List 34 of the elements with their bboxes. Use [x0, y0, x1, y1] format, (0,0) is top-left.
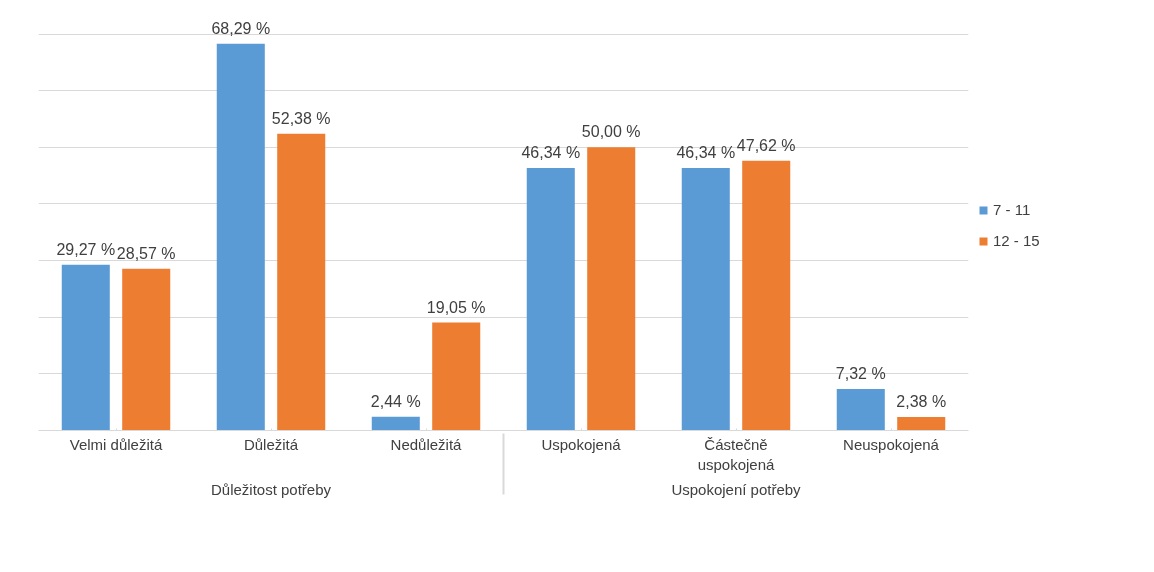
bar [681, 168, 730, 431]
x-tick-label: Neuspokojená [843, 435, 940, 453]
bar [277, 133, 326, 431]
data-label: 2,44 % [370, 392, 421, 410]
text: Důležitost potřeby [210, 480, 332, 498]
x-tick-label: Důležitá [243, 435, 299, 453]
bar [526, 168, 575, 431]
data-label: 46,34 % [521, 144, 581, 162]
bar [836, 389, 885, 431]
data-label: 50,00 % [581, 123, 641, 141]
data-label: 29,27 % [56, 240, 116, 258]
bar [122, 268, 171, 431]
bar [432, 322, 481, 431]
data-label: 28,57 % [116, 244, 176, 262]
bar [371, 416, 420, 431]
text: Uspokojení potřeby [671, 480, 802, 498]
x-tick-label: Částečně uspokojená [697, 435, 776, 473]
bar [216, 43, 265, 431]
x-tick-label: Velmi důležitá [69, 435, 163, 453]
data-label: 2,38 % [896, 393, 947, 411]
data-label: 46,34 % [676, 144, 736, 162]
data-label: 7,32 % [835, 365, 886, 383]
x-tick-label: Nedůležitá [390, 435, 463, 453]
legend-label: 12 - 15 [993, 232, 1040, 249]
bar [61, 264, 110, 431]
bar [742, 160, 791, 431]
data-label: 68,29 % [211, 19, 271, 37]
legend-label: 7 - 11 [993, 201, 1031, 218]
data-label: 19,05 % [426, 298, 486, 316]
data-label: 47,62 % [736, 136, 796, 154]
bar [587, 147, 636, 431]
data-label: 52,38 % [271, 109, 331, 127]
bar [897, 417, 946, 431]
x-tick-label: Uspokojená [541, 435, 622, 453]
